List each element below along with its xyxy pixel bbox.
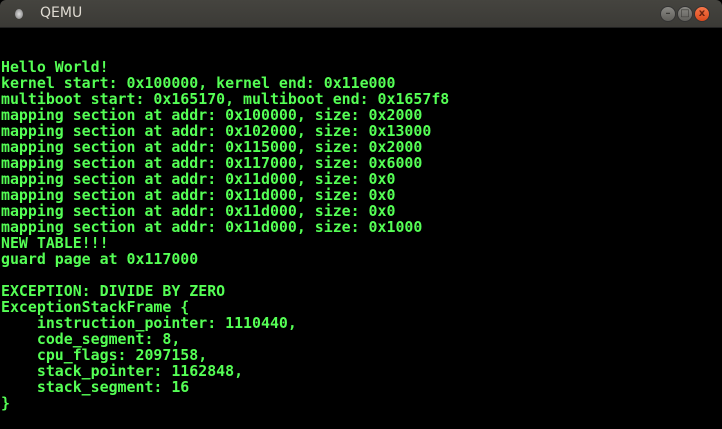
close-button[interactable]: x [694, 6, 710, 22]
console-line: mapping section at addr: 0x117000, size:… [1, 154, 423, 172]
console-line: } [1, 394, 10, 412]
console-line: stack_segment: 16 [1, 378, 190, 396]
window-title: QEMU [40, 5, 83, 21]
console-line: mapping section at addr: 0x115000, size:… [1, 138, 423, 156]
console-line: mapping section at addr: 0x11d000, size:… [1, 170, 396, 188]
console-line: stack_pointer: 1162848, [1, 362, 244, 380]
console-line: mapping section at addr: 0x11d000, size:… [1, 202, 396, 220]
console-line: Hello World! [1, 58, 109, 76]
console-line: cpu_flags: 2097158, [1, 346, 208, 364]
console-line: kernel start: 0x100000, kernel end: 0x11… [1, 74, 396, 92]
window-titlebar[interactable]: QEMU – □ x [0, 0, 722, 28]
minimize-button[interactable]: – [660, 6, 676, 22]
console-line: mapping section at addr: 0x100000, size:… [1, 106, 423, 124]
console-line: mapping section at addr: 0x11d000, size:… [1, 186, 396, 204]
console-line: multiboot start: 0x165170, multiboot end… [1, 90, 450, 108]
vga-screen[interactable]: Hello World! kernel start: 0x100000, kern… [0, 28, 722, 429]
qemu-app-icon [15, 9, 23, 19]
console-line: guard page at 0x117000 [1, 250, 199, 268]
console-output: Hello World! kernel start: 0x100000, kern… [1, 59, 449, 411]
console-line: code_segment: 8, [1, 330, 181, 348]
console-line: mapping section at addr: 0x11d000, size:… [1, 218, 423, 236]
console-line: NEW TABLE!!! [1, 234, 109, 252]
console-line: instruction_pointer: 1110440, [1, 314, 297, 332]
console-line: EXCEPTION: DIVIDE BY ZERO [1, 282, 226, 300]
console-line: ExceptionStackFrame { [1, 298, 190, 316]
console-line: mapping section at addr: 0x102000, size:… [1, 122, 432, 140]
console-line [1, 267, 449, 283]
maximize-button[interactable]: □ [677, 6, 693, 22]
